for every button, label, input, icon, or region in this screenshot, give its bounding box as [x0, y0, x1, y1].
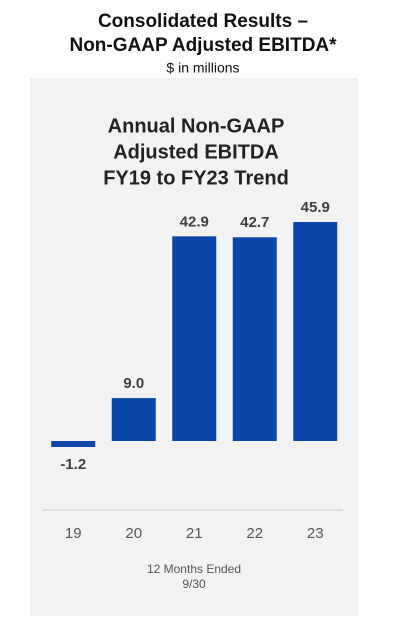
- x-tick-label: 21: [186, 525, 203, 542]
- bar: [232, 237, 277, 441]
- chart-title: Adjusted EBITDA: [113, 141, 279, 163]
- bar: [172, 236, 217, 441]
- bar: [51, 441, 96, 447]
- subtitle: $ in millions: [166, 60, 239, 76]
- chart-title: Annual Non-GAAP: [108, 115, 285, 137]
- x-tick-label: 22: [246, 525, 263, 542]
- value-label: 42.7: [240, 214, 269, 231]
- bar: [293, 222, 338, 441]
- x-axis-label: 9/30: [182, 577, 206, 591]
- value-label: 45.9: [301, 199, 330, 216]
- bar: [111, 398, 156, 441]
- x-tick-label: 20: [125, 525, 142, 542]
- value-label: -1.2: [60, 456, 86, 473]
- title: Non-GAAP Adjusted EBITDA*: [69, 35, 337, 56]
- value-label: 9.0: [123, 375, 144, 392]
- title: Consolidated Results –: [98, 11, 308, 32]
- value-label: 42.9: [180, 213, 209, 230]
- x-tick-label: 19: [65, 525, 82, 542]
- chart-title: FY19 to FY23 Trend: [103, 167, 289, 189]
- x-axis-label: 12 Months Ended: [147, 562, 241, 576]
- x-tick-label: 23: [307, 525, 324, 542]
